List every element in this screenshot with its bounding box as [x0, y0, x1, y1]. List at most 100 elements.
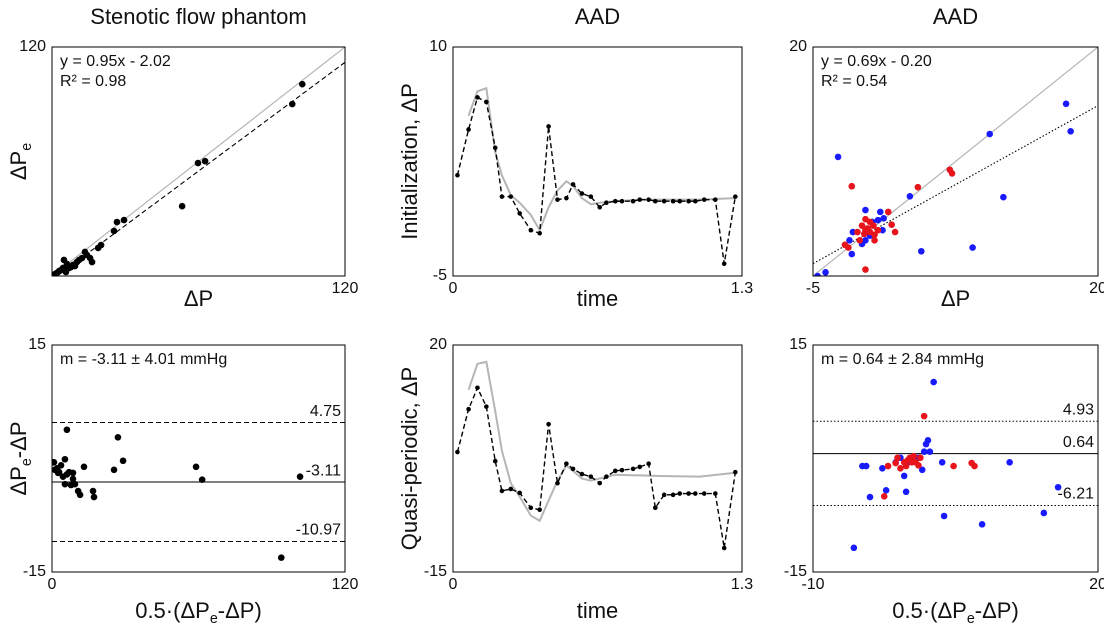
scatter-point	[178, 202, 186, 210]
scatter-point	[277, 554, 285, 561]
scatter-point	[114, 434, 122, 441]
x-tick-label: 120	[332, 280, 359, 297]
scatter-point	[90, 493, 98, 501]
line-point	[492, 458, 498, 464]
y-axis-label-part: e	[19, 143, 35, 151]
scatter-point	[850, 544, 858, 552]
scatter-point	[849, 228, 857, 236]
x-axis-label-part: -ΔP)	[218, 598, 262, 623]
line-point	[619, 467, 625, 473]
scatter-point	[298, 80, 306, 88]
plot-frame	[51, 344, 346, 573]
scatter-point	[884, 462, 892, 470]
scatter-point	[76, 491, 84, 499]
x-axis-label-part: e	[210, 611, 218, 627]
reference-label: 0.64	[1063, 434, 1094, 451]
annotation: R² = 0.54	[821, 73, 887, 90]
scatter-point	[978, 521, 986, 528]
scatter-point	[201, 157, 209, 165]
scatter-point	[61, 455, 69, 463]
line-point	[721, 261, 727, 267]
line-point	[612, 468, 618, 474]
plot-area	[455, 360, 738, 551]
line-point	[466, 127, 471, 132]
x-axis-label: ΔP	[184, 286, 213, 311]
scatter-point	[920, 412, 928, 420]
scatter-point	[80, 463, 88, 471]
reference-label: 4.75	[310, 403, 341, 420]
series-line	[467, 360, 736, 523]
scatter-point	[63, 426, 71, 434]
scatter-point	[897, 465, 904, 472]
scatter-point	[52, 458, 58, 466]
scatter-point	[871, 236, 878, 244]
scatter-point	[894, 454, 901, 462]
line-point	[528, 505, 534, 511]
scatter-point	[930, 378, 937, 386]
line-point	[677, 491, 683, 496]
plot-area	[52, 422, 345, 561]
scatter-point	[848, 250, 856, 258]
line-point	[637, 464, 643, 470]
scatter-point	[110, 227, 118, 235]
line-point	[686, 198, 691, 204]
y-tick-label: 15	[789, 336, 807, 353]
scatter-point	[822, 269, 829, 276]
scatter-point	[288, 100, 296, 108]
reference-label: -3.11	[306, 462, 341, 479]
scatter-point	[57, 462, 65, 469]
line-point	[466, 406, 471, 412]
line-point	[630, 466, 636, 472]
plot-area	[813, 47, 1098, 276]
line-point	[713, 197, 718, 202]
scatter-point	[814, 272, 821, 276]
y-axis-label-part: -ΔP	[6, 421, 31, 458]
scatter-point	[862, 266, 869, 273]
scatter-point	[866, 493, 874, 501]
scatter-point	[910, 452, 917, 460]
y-axis-label: Initialization, ΔP	[397, 83, 422, 240]
plot-frame	[51, 46, 346, 277]
line-point	[721, 545, 727, 551]
line-point	[555, 197, 560, 202]
annotation: m = -3.11 ± 4.01 mmHg	[60, 351, 227, 368]
scatter-point	[859, 462, 866, 470]
x-tick-label: 0	[449, 576, 458, 593]
plot-frame	[452, 46, 743, 277]
scatter-point	[1062, 100, 1070, 108]
line-point	[455, 449, 460, 455]
scatter-point	[938, 458, 946, 466]
line-point	[537, 507, 542, 513]
line-point	[475, 95, 480, 100]
x-axis-label-part: 0.5·(ΔP	[135, 598, 210, 623]
scatter-point	[906, 193, 914, 200]
scatter-point	[198, 476, 206, 483]
scatter-point	[69, 475, 77, 483]
scatter-point	[856, 236, 864, 244]
scatter-point	[834, 153, 842, 161]
line-point	[517, 490, 522, 496]
panel-title: AAD	[933, 4, 978, 29]
line-point	[597, 480, 603, 486]
line-point	[537, 230, 542, 236]
line-point	[508, 486, 514, 492]
line-point	[499, 488, 505, 494]
plot-frame	[812, 46, 1099, 277]
x-tick-label: 0	[449, 280, 458, 297]
line-point	[570, 182, 576, 187]
series-line	[456, 96, 737, 264]
scatter-point	[866, 228, 874, 236]
scatter-point	[902, 462, 910, 470]
scatter-point	[880, 214, 887, 222]
scatter-point	[876, 208, 884, 216]
scatter-point	[88, 258, 96, 266]
scatter-point	[950, 462, 957, 470]
scatter-point	[61, 480, 69, 488]
line-point	[492, 145, 498, 151]
scatter-point	[69, 469, 77, 477]
scatter-point	[900, 472, 908, 480]
scatter-point	[914, 183, 922, 191]
y-axis-label: ΔPe	[6, 143, 35, 180]
y-axis-label: ΔPe-ΔP	[6, 421, 35, 495]
